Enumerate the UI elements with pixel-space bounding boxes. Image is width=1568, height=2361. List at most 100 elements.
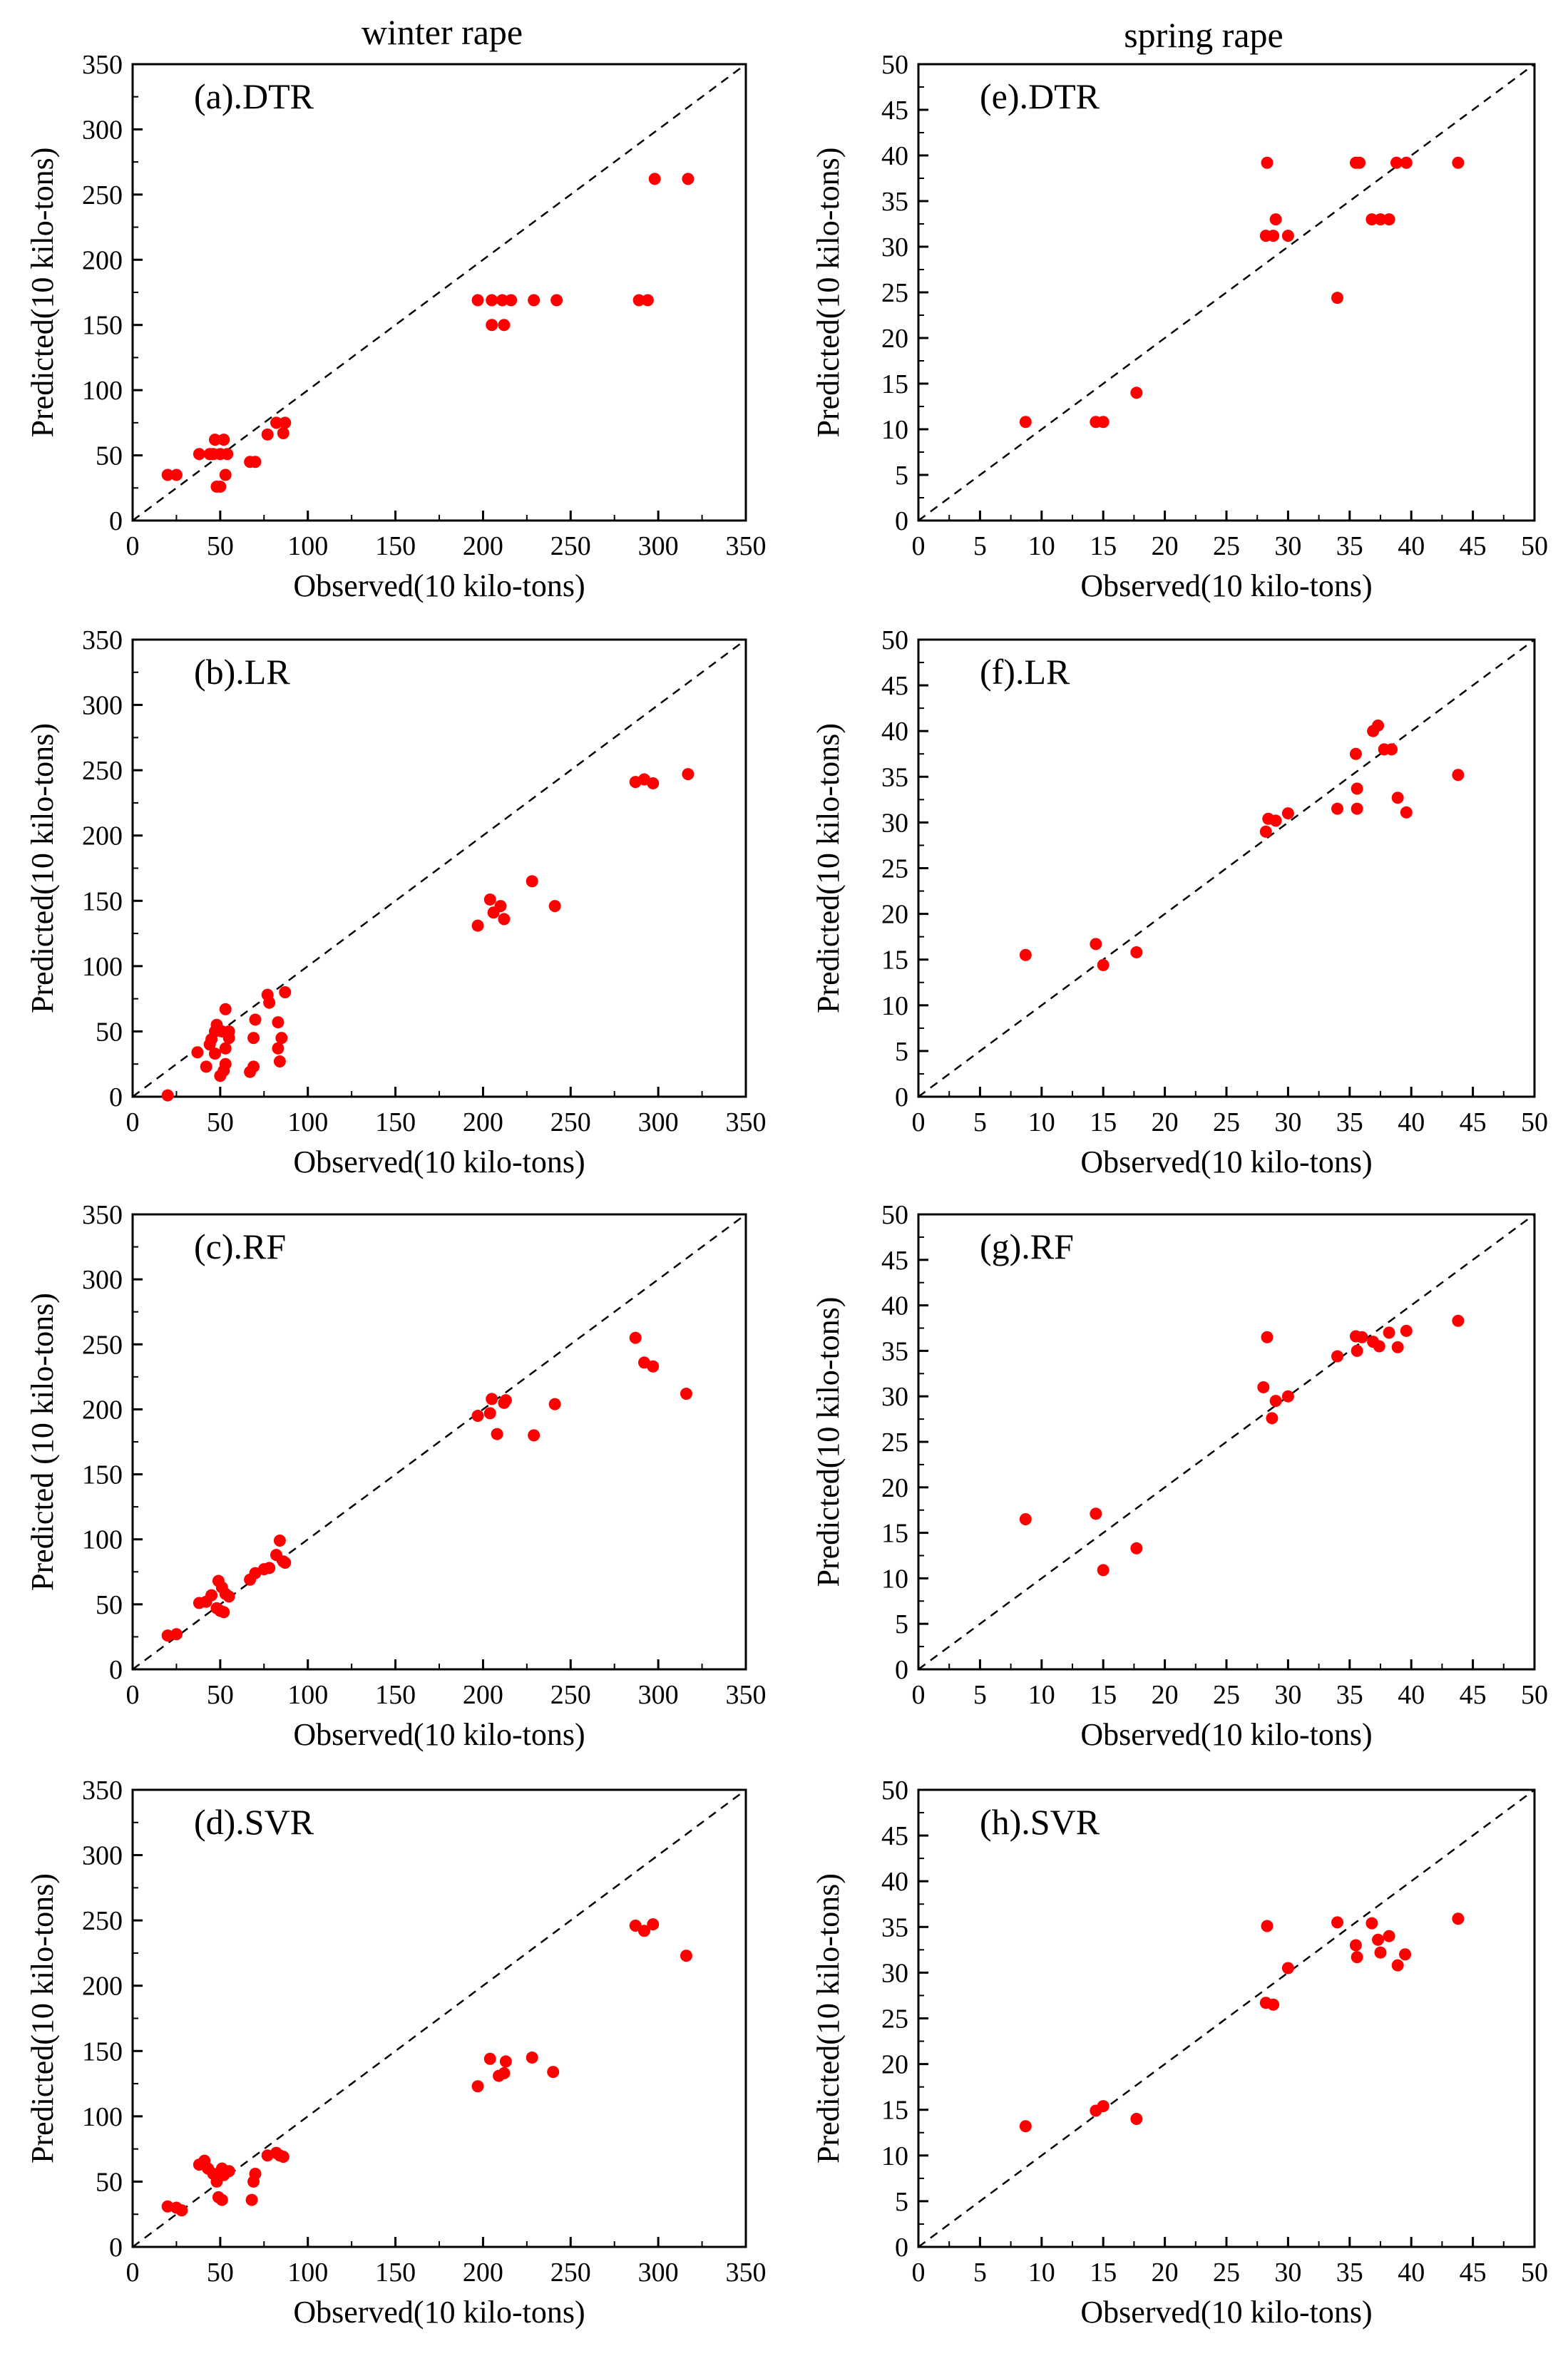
chart-1-xlabel: Observed(10 kilo-tons)	[293, 568, 585, 603]
chart-7-ytick-label: 100	[82, 2102, 123, 2132]
chart-5-ytick-label: 250	[82, 1330, 123, 1360]
chart-4-ytick-label: 30	[881, 808, 908, 838]
chart-1-point	[277, 426, 289, 439]
chart-5-xtick-label: 250	[550, 1680, 591, 1710]
chart-7-point	[547, 2066, 560, 2079]
chart-7-point	[629, 1919, 642, 1932]
chart-1-xtick-label: 150	[375, 531, 416, 561]
chart-6-xtick-label: 10	[1028, 1680, 1055, 1710]
chart-5-reference-line	[132, 1213, 747, 1671]
chart-8-ytick-label: 15	[881, 2096, 908, 2126]
chart-5-point	[279, 1557, 292, 1569]
chart-2-ytick-label: 25	[881, 278, 908, 308]
chart-2-ytick-label: 0	[895, 506, 908, 536]
chart-1-point	[170, 468, 183, 481]
chart-7-point	[498, 2066, 511, 2079]
chart-1-point	[486, 294, 498, 307]
chart-8-point	[1097, 2100, 1110, 2113]
chart-2-point	[1281, 230, 1294, 242]
chart-6-point	[1090, 1507, 1102, 1520]
chart-3-point	[471, 919, 484, 932]
chart-3-point	[203, 1038, 216, 1051]
chart-8-point	[1383, 1930, 1395, 1942]
chart-2-point	[1097, 416, 1110, 429]
chart-7-ytick-label: 50	[96, 2167, 123, 2197]
chart-7-point	[245, 2193, 258, 2206]
chart-1: 0 50 100 150 200 250 300 350 0 50 100 150 200 250 300 3…	[25, 50, 767, 603]
chart-8-point	[1374, 1946, 1387, 1959]
chart-3-ytick-label: 250	[82, 756, 123, 786]
chart-8-ytick-label: 25	[881, 2004, 908, 2034]
chart-6-point	[1269, 1395, 1282, 1408]
chart-3-xtick-label: 100	[287, 1107, 328, 1137]
chart-4-point	[1269, 814, 1282, 827]
chart-2-point	[1331, 292, 1344, 304]
chart-1-ytick-label: 50	[96, 441, 123, 471]
chart-4-ytick-label: 40	[881, 717, 908, 747]
chart-5-point	[647, 1360, 660, 1373]
chart-2-ytick-label: 50	[881, 50, 908, 80]
chart-4-xtick-label: 50	[1521, 1107, 1548, 1137]
chart-8-xtick-label: 20	[1152, 2258, 1179, 2288]
chart-3-point	[208, 1025, 221, 1038]
chart-4-xtick-label: 5	[973, 1107, 987, 1137]
chart-4-xtick-label: 20	[1152, 1107, 1179, 1137]
chart-2-ylabel: Predicted(10 kilo-tons)	[811, 148, 846, 438]
chart-8-point	[1351, 1951, 1363, 1964]
chart-5-ytick-label: 50	[96, 1590, 123, 1620]
chart-2-xtick-label: 25	[1213, 531, 1240, 561]
chart-1-point	[249, 456, 262, 468]
chart-8-ytick-label: 10	[881, 2141, 908, 2171]
chart-5-xtick-label: 100	[287, 1680, 328, 1710]
chart-3-xtick-label: 150	[375, 1107, 416, 1137]
chart-2-xtick-label: 45	[1460, 531, 1487, 561]
chart-4-point	[1452, 769, 1465, 782]
chart-7-xtick-label: 150	[375, 2258, 416, 2288]
chart-6-ytick-label: 25	[881, 1428, 908, 1458]
chart-5-point	[629, 1331, 642, 1344]
chart-2-point	[1452, 156, 1465, 169]
chart-5-ytick-label: 100	[82, 1525, 123, 1555]
chart-8-xtick-label: 15	[1090, 2258, 1117, 2288]
chart-7-point	[215, 2162, 228, 2175]
chart-3-point	[272, 1042, 285, 1055]
chart-8-point	[1019, 2120, 1032, 2133]
chart-3-ytick-label: 0	[109, 1082, 123, 1112]
chart-8-xtick-label: 45	[1460, 2258, 1487, 2288]
chart-8-point	[1372, 1933, 1385, 1946]
chart-6-xtick-label: 20	[1152, 1680, 1179, 1710]
chart-3-ytick-label: 300	[82, 691, 123, 721]
chart-8-point	[1391, 1959, 1404, 1972]
chart-6-point	[1383, 1326, 1395, 1339]
chart-1-point	[214, 480, 227, 493]
chart-3-point	[272, 1016, 285, 1029]
chart-1-point	[261, 428, 274, 441]
chart-3-xtick-label: 200	[463, 1107, 503, 1137]
chart-5-point	[263, 1562, 276, 1574]
chart-4-xtick-label: 25	[1213, 1107, 1240, 1137]
chart-8-ytick-label: 30	[881, 1958, 908, 1988]
chart-3-point	[247, 1032, 260, 1045]
chart-3-xlabel: Observed(10 kilo-tons)	[293, 1144, 585, 1179]
chart-3-reference-line	[132, 638, 747, 1098]
chart-4-point	[1391, 792, 1404, 804]
chart-3-point	[244, 1065, 257, 1078]
chart-6-point	[1266, 1412, 1279, 1425]
chart-4: 0 5 10 15 20 25 30 35 40 45 50 0 5 10 15 20 25 30 35 40 45 50…	[811, 625, 1548, 1179]
chart-8-point	[1261, 1920, 1274, 1932]
chart-4-ytick-label: 45	[881, 671, 908, 701]
chart-6-ytick-label: 20	[881, 1473, 908, 1503]
chart-2-xtick-label: 0	[912, 531, 926, 561]
chart-7-xtick-label: 100	[287, 2258, 328, 2288]
chart-1-point	[505, 294, 518, 307]
chart-2-ytick-label: 35	[881, 187, 908, 217]
chart-4-point	[1331, 802, 1344, 815]
chart-3-point	[498, 913, 511, 926]
chart-4-point	[1281, 807, 1294, 820]
chart-1-xtick-label: 200	[463, 531, 503, 561]
chart-1-ytick-label: 200	[82, 245, 123, 275]
chart-6-xtick-label: 40	[1398, 1680, 1425, 1710]
chart-3-ylabel: Predicted(10 kilo-tons)	[25, 723, 60, 1013]
chart-3-point	[219, 1003, 232, 1015]
chart-2-point	[1400, 156, 1413, 169]
